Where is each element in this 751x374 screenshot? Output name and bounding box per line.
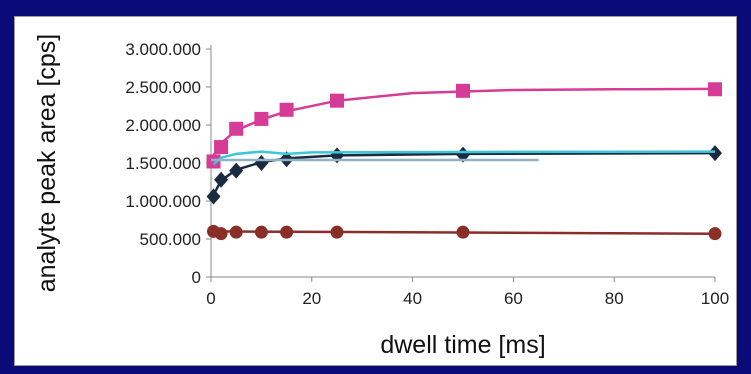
series-0 <box>206 82 722 169</box>
x-axis-label: dwell time [ms] <box>380 331 545 359</box>
y-axis-label: analyte peak area [cps] <box>33 34 61 293</box>
y-tick-label: 2.500.000 <box>125 78 201 97</box>
x-tick-label: 60 <box>504 289 523 308</box>
data-point-square <box>206 154 221 169</box>
data-point-square <box>708 82 722 97</box>
series-layer <box>206 82 722 241</box>
data-point-circle <box>254 225 268 239</box>
series-line <box>212 150 716 166</box>
x-tick-label: 40 <box>403 289 422 308</box>
y-tick-label: 500.000 <box>140 230 201 249</box>
x-tick-label: 0 <box>206 289 215 308</box>
data-point-square <box>456 83 470 98</box>
series-2 <box>212 150 716 166</box>
chart-panel: 0 500.000 1.000.000 1.500.000 2.000.000 2.500… <box>14 16 737 366</box>
series-4 <box>207 224 722 241</box>
data-point-circle <box>214 227 228 241</box>
data-point-circle <box>229 225 243 239</box>
data-point-circle <box>708 227 722 241</box>
data-point-diamond <box>229 162 244 179</box>
data-point-diamond <box>456 146 470 163</box>
x-tick-label: 100 <box>701 289 729 308</box>
data-point-square <box>254 111 269 126</box>
data-point-square <box>214 140 229 155</box>
data-point-square <box>279 102 294 117</box>
data-point-diamond <box>214 171 229 188</box>
data-point-circle <box>280 225 294 239</box>
series-line <box>212 87 716 157</box>
y-tick-label: 1.500.000 <box>125 154 201 173</box>
x-tick-label: 80 <box>605 289 624 308</box>
data-point-circle <box>456 225 470 239</box>
y-tick-label: 1.000.000 <box>125 192 201 211</box>
data-point-square <box>229 121 244 136</box>
data-point-diamond <box>206 188 221 205</box>
data-point-square <box>330 93 344 108</box>
x-tick-label: 20 <box>302 289 321 308</box>
axes: 0 500.000 1.000.000 1.500.000 2.000.000 2.500… <box>125 40 729 308</box>
y-tick-label: 3.000.000 <box>125 40 201 59</box>
y-tick-label: 2.000.000 <box>125 116 201 135</box>
chart-svg: 0 500.000 1.000.000 1.500.000 2.000.000 2.500… <box>33 34 729 359</box>
data-point-diamond <box>708 145 722 162</box>
data-point-diamond <box>254 155 269 171</box>
data-point-circle <box>330 225 344 239</box>
y-tick-label: 0 <box>192 268 201 287</box>
